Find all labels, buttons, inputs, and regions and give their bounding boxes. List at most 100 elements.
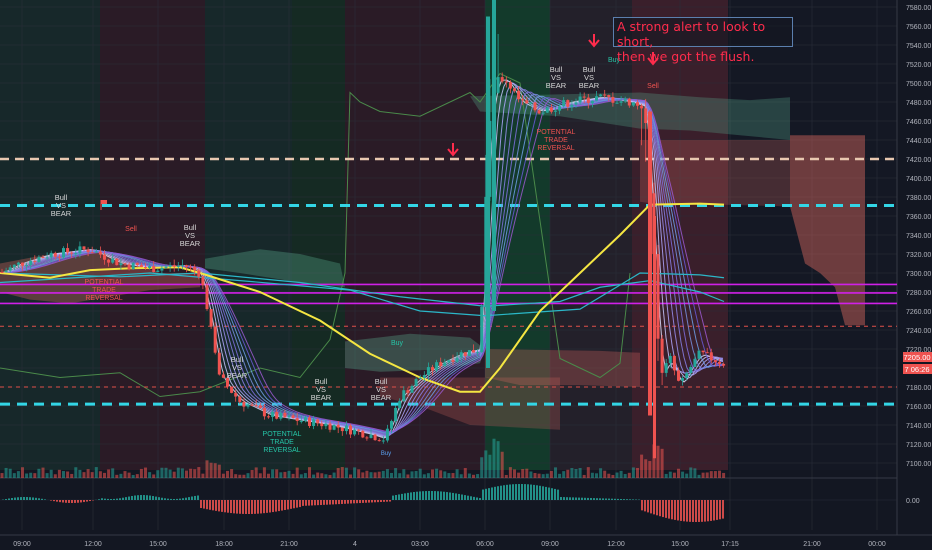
candle-body — [62, 248, 65, 258]
oscillator-bar — [527, 484, 529, 500]
candle-body — [431, 367, 434, 371]
volume-bar — [607, 473, 611, 478]
oscillator-bar — [458, 493, 460, 500]
volume-bar — [172, 471, 176, 478]
candle-body — [221, 374, 225, 378]
oscillator-bar — [5, 499, 7, 500]
volume-bar — [357, 469, 361, 478]
alert-arrow-down-icon — [647, 52, 659, 66]
oscillator-bar — [722, 500, 724, 519]
oscillator-bar — [341, 500, 343, 504]
oscillator-bar — [392, 495, 394, 500]
price-tick-label: 7300.00 — [906, 271, 931, 278]
candle-body — [599, 94, 603, 97]
oscillator-bar — [668, 500, 670, 519]
countdown-badge: 7 06:26 — [903, 364, 932, 374]
oscillator-bar — [563, 497, 565, 500]
oscillator-bar — [653, 500, 655, 515]
oscillator-bar — [566, 497, 568, 500]
candle-body — [185, 265, 188, 267]
bull-vs-bear-label: Bull — [550, 65, 563, 74]
oscillator-bar — [59, 500, 61, 503]
candle-body — [123, 263, 127, 265]
volume-bar — [406, 474, 410, 478]
oscillator-bar — [434, 491, 436, 500]
candle-body — [713, 360, 717, 362]
candle-body — [152, 266, 156, 272]
volume-bar — [262, 467, 266, 478]
oscillator-bar — [683, 500, 685, 522]
oscillator-bar — [359, 500, 361, 504]
volume-bar — [500, 451, 504, 478]
oscillator-bar — [389, 500, 391, 502]
candle-body — [722, 363, 726, 366]
oscillator-bar — [62, 500, 64, 503]
volume-bar — [611, 474, 615, 478]
volume-bar — [447, 473, 451, 478]
candle-body — [168, 265, 172, 267]
oscillator-bar — [17, 497, 19, 500]
ribbon-ma-line — [0, 91, 724, 435]
oscillator-bar — [401, 493, 403, 500]
volume-bar — [615, 472, 619, 478]
oscillator-bar — [236, 500, 238, 514]
oscillator-bar — [398, 494, 400, 500]
price-axis[interactable]: 7580.00 7560.00 7540.00 7520.00 7500.00 7480.… — [906, 5, 931, 468]
bull-vs-bear-label: Bull — [55, 193, 68, 202]
oscillator-bar — [203, 500, 205, 509]
oscillator-bar — [374, 500, 376, 503]
volume-bar — [308, 467, 311, 478]
sell-signal-label: Sell — [125, 226, 137, 233]
oscillator-bar — [233, 500, 235, 514]
oscillator-bar — [335, 500, 337, 505]
oscillator-bar — [692, 500, 694, 522]
candle-body — [238, 396, 242, 402]
time-tick-label: 12:00 — [84, 541, 102, 548]
time-tick-label: 09:00 — [13, 541, 31, 548]
price-tick-label: 7360.00 — [906, 214, 931, 221]
candle-body — [144, 267, 147, 269]
price-tick-label: 7140.00 — [906, 423, 931, 430]
price-tick-label: 7100.00 — [906, 461, 931, 468]
candle-body — [660, 338, 664, 373]
volume-bar — [431, 469, 434, 478]
volume-bar — [139, 468, 143, 478]
candle-body — [426, 367, 430, 376]
oscillator-bar — [383, 500, 385, 502]
oscillator-bar — [131, 495, 133, 500]
oscillator-bar — [293, 500, 295, 509]
volume-bar — [299, 474, 303, 478]
volume-bar — [381, 470, 385, 478]
volume-bar — [435, 468, 439, 478]
time-tick-label: 15:00 — [149, 541, 167, 548]
candle-body — [176, 265, 180, 267]
candle-body — [242, 401, 246, 407]
candle-body — [685, 373, 689, 379]
time-tick-label: 4 — [353, 541, 357, 548]
volume-bar — [439, 470, 443, 478]
candle-body — [709, 352, 713, 361]
volume-bar — [353, 467, 357, 478]
oscillator-bar — [551, 488, 553, 500]
bull-vs-bear-label: VS — [185, 231, 195, 240]
candle-body — [619, 101, 623, 103]
volume-bar — [549, 470, 553, 478]
candle-body — [627, 98, 631, 106]
oscillator-bar — [368, 500, 370, 503]
oscillator-bar — [386, 500, 388, 502]
candle-body — [12, 264, 16, 268]
bull-vs-bear-label: BEAR — [371, 393, 392, 402]
candle-body — [545, 107, 549, 113]
oscillator-bar — [497, 486, 499, 500]
candle-body — [303, 417, 307, 421]
oscillator-bar — [467, 495, 469, 500]
cloud — [485, 349, 640, 387]
sell-signal-label: Sell — [647, 83, 659, 90]
oscillator-bar — [449, 492, 451, 500]
oscillator-bar — [581, 497, 583, 500]
oscillator-bar — [485, 488, 487, 500]
volume-bar — [279, 472, 283, 478]
time-axis[interactable]: 09:00 12:00 15:00 18:00 21:00 4 03:00 06:00 09:0… — [13, 541, 886, 548]
volume-bar — [578, 468, 582, 478]
